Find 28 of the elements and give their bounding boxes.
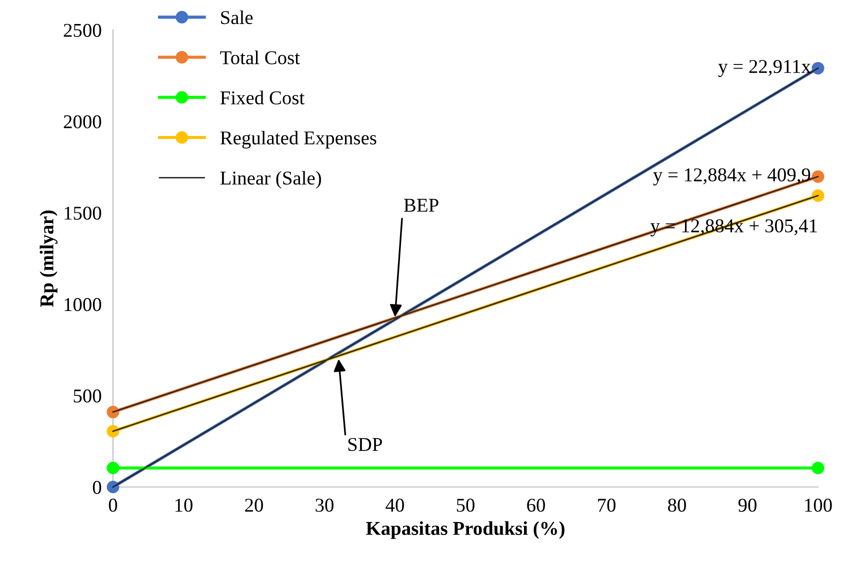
y-tick-label: 500 — [74, 389, 102, 403]
x-tick-label: 90 — [738, 498, 756, 512]
x-tick-label: 30 — [316, 498, 334, 512]
annotation: y = 12,884x + 409,9 — [653, 168, 810, 186]
x-tick-label: 0 — [108, 498, 118, 512]
y-tick-label: 1500 — [64, 206, 102, 220]
x-tick-label: 80 — [668, 498, 686, 512]
y-tick-label: 1000 — [64, 298, 102, 312]
annotation: SDP — [348, 438, 382, 452]
x-tick-label: 100 — [805, 498, 832, 512]
legend-label: Sale — [221, 10, 253, 24]
y-tick-label: 2500 — [64, 24, 102, 37]
x-tick-label: 60 — [527, 498, 545, 512]
y-axis-title: Rp (milyar) — [40, 210, 58, 308]
y-tick-label: 2000 — [64, 115, 102, 128]
x-axis-title: Kapasitas Produksi (%) — [366, 521, 564, 539]
x-tick-label: 70 — [598, 498, 616, 512]
x-tick-label: 50 — [456, 498, 474, 512]
y-tick-label: 0 — [92, 480, 102, 494]
legend-label: Total Cost — [220, 50, 300, 64]
annotation: y = 22,911x — [718, 60, 811, 78]
x-tick-label: 20 — [245, 498, 263, 512]
annotation: BEP — [404, 198, 438, 212]
x-tick-label: 10 — [175, 498, 192, 512]
legend-label: Regulated Expenses — [220, 130, 376, 149]
x-tick-label: 40 — [386, 498, 404, 512]
legend-label: Linear (Sale) — [220, 170, 321, 189]
legend-label: Fixed Cost — [220, 90, 305, 104]
